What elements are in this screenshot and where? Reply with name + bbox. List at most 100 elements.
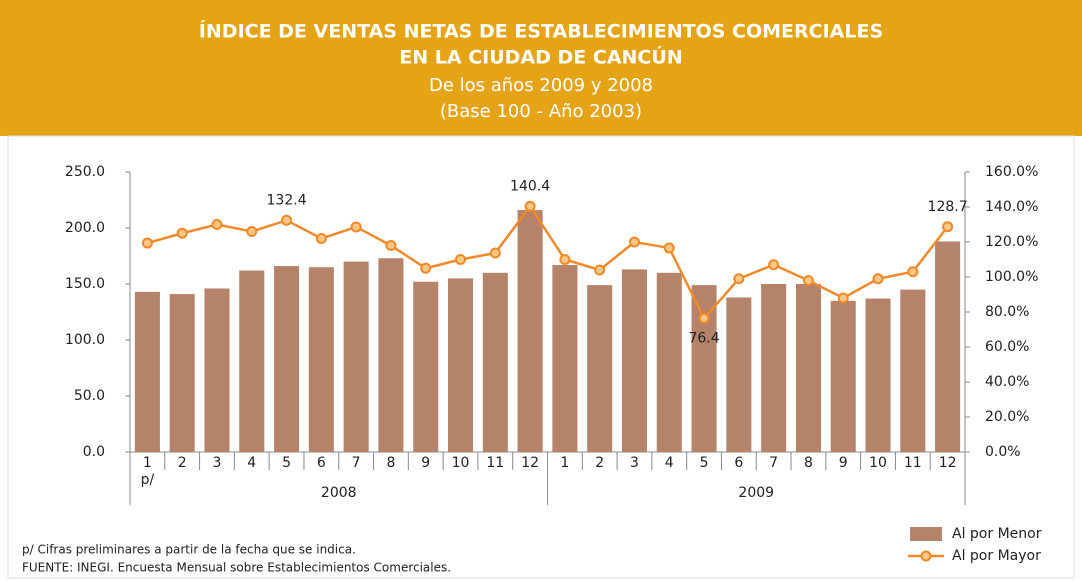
bar: [935, 241, 961, 452]
bar: [761, 284, 787, 452]
chart-title: ÍNDICE DE VENTAS NETAS DE ESTABLECIMIENT…: [199, 20, 883, 43]
bar: [726, 297, 752, 452]
x-tick-label: 12: [521, 455, 539, 471]
x-tick-label: 9: [839, 455, 848, 471]
bar: [830, 300, 856, 452]
chart-subtitle: De los años 2009 y 2008: [429, 75, 653, 96]
line-marker: [837, 292, 849, 304]
bar: [169, 294, 195, 452]
line-marker: [663, 242, 675, 254]
line-marker: [733, 273, 745, 285]
y-tick-label: 0.0: [83, 444, 105, 460]
chart-frame: [7, 135, 1075, 579]
y2-tick-label: 120.0%: [985, 234, 1038, 250]
line-marker: [768, 259, 780, 271]
y2-tick-label: 20.0%: [985, 409, 1029, 425]
y2-tick-label: 160.0%: [985, 164, 1038, 180]
y2-tick-label: 60.0%: [985, 339, 1029, 355]
x-tick-label: 4: [665, 455, 674, 471]
footnote: FUENTE: INEGI. Encuesta Mensual sobre Es…: [22, 561, 451, 575]
bar: [378, 258, 404, 452]
x-tick-label: 7: [352, 455, 361, 471]
x-tick-label: 2: [595, 455, 604, 471]
line-marker: [315, 233, 327, 244]
line-marker: [628, 236, 640, 248]
bar: [865, 298, 891, 452]
bar: [552, 264, 578, 452]
x-tick-label: 11: [904, 455, 922, 471]
legend-label: Al por Mayor: [952, 548, 1041, 564]
bar: [343, 261, 369, 452]
line-marker: [489, 247, 501, 259]
line-marker: [176, 227, 188, 239]
bar: [517, 210, 543, 452]
y-tick-label: 50.0: [74, 388, 105, 404]
y2-tick-label: 80.0%: [985, 304, 1029, 320]
x-tick-label: 7: [769, 455, 778, 471]
x-tick-label: 4: [247, 455, 256, 471]
line-marker: [524, 200, 536, 212]
line-marker: [802, 275, 814, 286]
y-tick-label: 100.0: [65, 332, 105, 348]
line-marker: [594, 264, 606, 276]
y-tick-label: 250.0: [65, 164, 105, 180]
x-tick-label: 11: [486, 455, 504, 471]
bar: [621, 269, 648, 452]
x-tick-label: 3: [630, 455, 639, 471]
line-marker: [698, 312, 710, 324]
data-label: 132.4: [267, 192, 307, 208]
bar: [795, 284, 821, 452]
x-tick-label: 5: [700, 455, 709, 471]
line: [147, 204, 949, 321]
y2-tick-label: 140.0%: [985, 199, 1038, 215]
bar: [587, 285, 613, 452]
x-tick-label: 1: [143, 455, 152, 471]
line-marker: [942, 221, 954, 233]
line-marker: [420, 262, 432, 274]
bar: [656, 272, 682, 452]
line-marker: [455, 254, 467, 265]
category-note: p/: [141, 472, 155, 488]
line-marker: [907, 266, 919, 278]
x-tick-label: 8: [804, 455, 813, 471]
footnote: p/ Cifras preliminares a partir de la fe…: [22, 543, 356, 557]
line-marker: [350, 221, 362, 233]
x-tick-label: 2: [178, 455, 187, 471]
bar: [308, 267, 334, 452]
line-marker: [246, 226, 258, 237]
legend-swatch: [920, 550, 932, 562]
y-tick-label: 200.0: [65, 220, 105, 236]
bar: [134, 291, 160, 452]
group-label: 2008: [321, 485, 357, 501]
x-tick-label: 1: [560, 455, 569, 471]
bar: [447, 278, 474, 452]
line-marker: [872, 273, 884, 285]
data-label: 128.7: [928, 199, 968, 215]
chart-title: EN LA CIUDAD DE CANCÚN: [399, 45, 682, 69]
y2-tick-label: 100.0%: [985, 269, 1038, 285]
chart-subtitle: (Base 100 - Año 2003): [440, 101, 642, 122]
x-tick-label: 10: [869, 455, 887, 471]
x-tick-label: 12: [939, 455, 957, 471]
bar: [482, 272, 508, 452]
bar: [413, 281, 439, 452]
x-tick-label: 6: [734, 455, 743, 471]
legend-label: Al por Menor: [952, 526, 1042, 542]
line-marker: [385, 240, 397, 251]
data-label: 140.4: [510, 178, 550, 194]
y2-tick-label: 0.0%: [985, 444, 1021, 460]
bar: [239, 270, 265, 452]
group-label: 2009: [738, 485, 774, 501]
line-marker: [141, 237, 153, 249]
data-label: 76.4: [688, 330, 719, 346]
bar: [900, 289, 926, 452]
x-tick-label: 5: [282, 455, 291, 471]
y-tick-label: 150.0: [65, 276, 105, 292]
line-marker: [211, 219, 223, 230]
x-tick-label: 6: [317, 455, 326, 471]
x-tick-label: 3: [213, 455, 222, 471]
bar: [204, 288, 230, 452]
line-marker: [559, 254, 571, 265]
line-marker: [281, 214, 293, 226]
